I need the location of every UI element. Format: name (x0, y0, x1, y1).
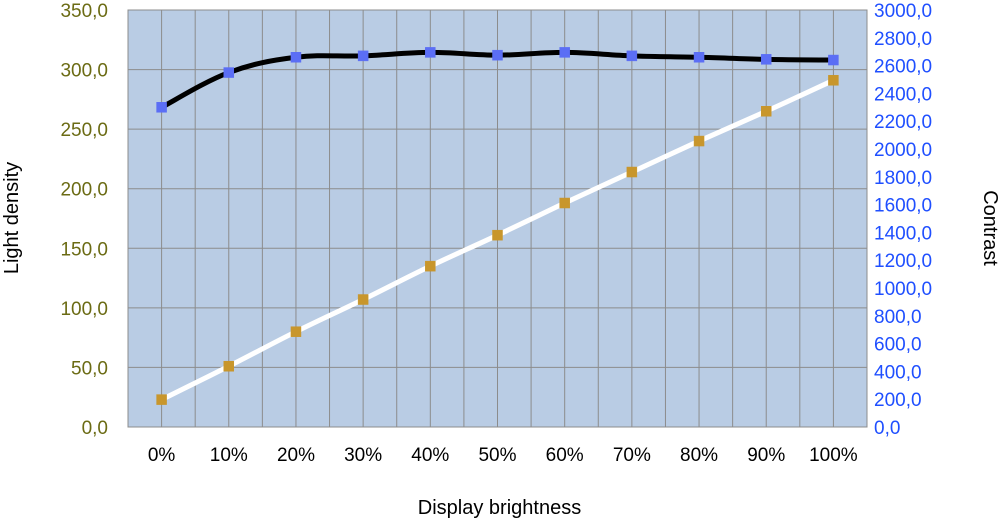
series-2-point (693, 52, 705, 63)
right-tick-label: 2600,0 (874, 57, 932, 78)
right-tick-label: 1600,0 (874, 196, 932, 217)
left-tick-label: 100,0 (60, 299, 108, 320)
x-tick-label: 80% (680, 445, 718, 466)
series-1-point (357, 294, 369, 305)
right-tick-label: 800,0 (874, 307, 922, 328)
series-2-point (425, 47, 436, 58)
series-1-point (425, 260, 436, 272)
right-tick-label: 600,0 (874, 335, 922, 356)
right-tick-label: 2400,0 (874, 84, 932, 105)
x-tick-label: 60% (546, 445, 584, 466)
right-axis-title: Contrast (979, 190, 1000, 266)
series-1-point (626, 166, 638, 178)
series-1-point (223, 360, 235, 372)
series-2-point (492, 49, 503, 61)
series-1-point (156, 394, 167, 405)
right-tick-label: 1800,0 (874, 168, 932, 189)
right-tick-label: 1400,0 (874, 223, 932, 244)
series-1-point (559, 197, 570, 209)
right-tick-label: 1000,0 (874, 279, 932, 300)
series-2-point (626, 50, 638, 62)
right-tick-label: 3000,0 (874, 1, 932, 22)
x-tick-label: 70% (613, 445, 651, 466)
series-layer (156, 47, 839, 405)
left-tick-label: 150,0 (60, 239, 108, 260)
left-tick-label: 0,0 (82, 418, 108, 439)
left-tick-label: 300,0 (60, 61, 108, 82)
x-tick-label: 100% (809, 445, 858, 466)
series-2-point (357, 50, 369, 62)
right-tick-label: 2800,0 (874, 29, 932, 50)
x-tick-label: 90% (747, 445, 785, 466)
series-1-point (290, 326, 302, 337)
x-axis-title: Display brightness (418, 497, 581, 519)
series-1-point (492, 229, 503, 241)
right-tick-label: 2200,0 (874, 112, 932, 133)
series-2-point (156, 102, 167, 113)
x-tick-label: 30% (344, 445, 382, 466)
series-1-point (693, 135, 705, 147)
x-tick-label: 20% (277, 445, 315, 466)
right-axis-ticks: 0,0 200,0 400,0 600,0 800,0 1000,0 1200,0 1400,… (874, 1, 932, 439)
series-1-point (828, 75, 839, 86)
series-1-point (760, 106, 772, 117)
right-tick-label: 200,0 (874, 390, 922, 411)
x-tick-label: 50% (478, 445, 516, 466)
series-2-point (223, 67, 235, 78)
series-2-point (290, 52, 302, 63)
series-2-point (760, 54, 772, 65)
left-axis-ticks: 0,0 50,0 100,0 150,0 200,0 250,0 300,0 350,0 (60, 1, 108, 439)
left-tick-label: 50,0 (71, 358, 108, 379)
right-tick-label: 2000,0 (874, 140, 932, 161)
left-tick-label: 250,0 (60, 120, 108, 141)
right-tick-label: 0,0 (874, 418, 900, 439)
x-tick-label: 40% (411, 445, 449, 466)
left-axis-title: Light density (1, 162, 23, 274)
x-tick-label: 10% (210, 445, 248, 466)
gridlines (127, 9, 868, 428)
left-tick-label: 200,0 (60, 180, 108, 201)
series-2-point (828, 54, 839, 66)
series-2-point (559, 47, 570, 58)
x-tick-label: 0% (148, 445, 176, 466)
right-tick-label: 400,0 (874, 362, 922, 383)
x-axis-ticks: 0% 10% 20% 30% 40% 50% 60% 70% 80% 90% 100% (148, 445, 858, 466)
right-tick-label: 1200,0 (874, 251, 932, 272)
left-tick-label: 350,0 (60, 1, 108, 22)
